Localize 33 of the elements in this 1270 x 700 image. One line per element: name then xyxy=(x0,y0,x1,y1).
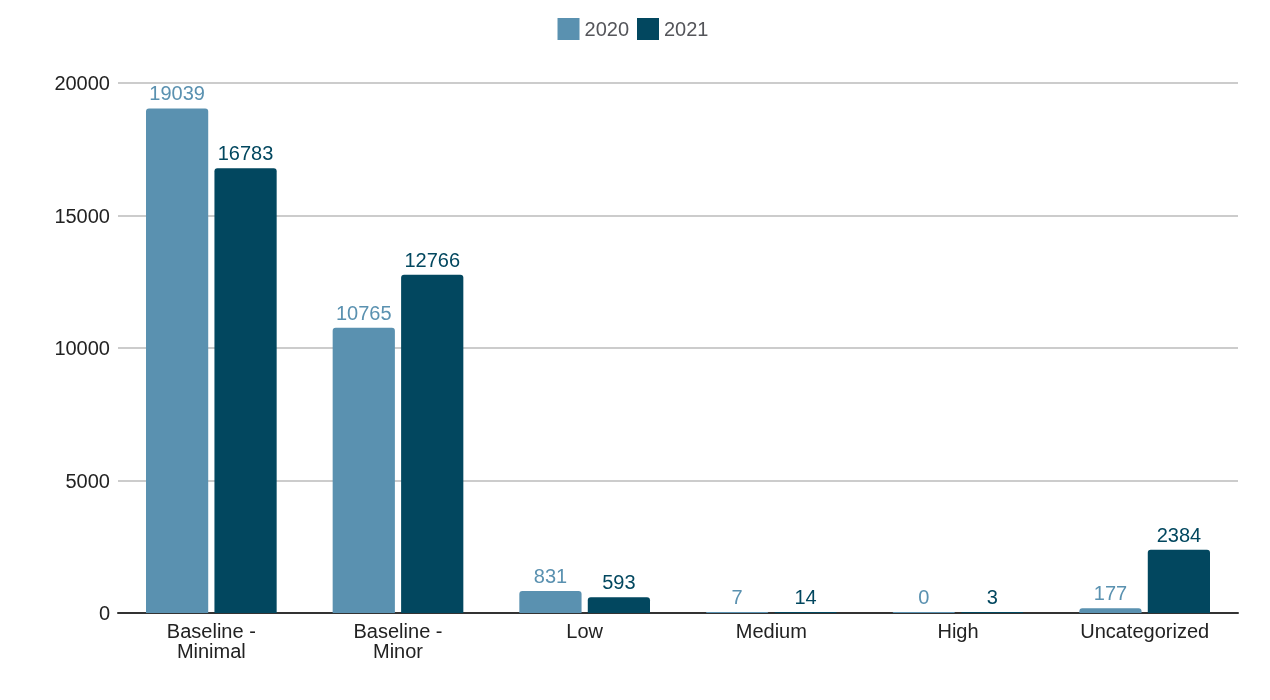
y-tick-label: 10000 xyxy=(54,337,110,359)
data-label: 0 xyxy=(918,586,930,608)
bar xyxy=(1147,549,1210,613)
bar xyxy=(1079,608,1142,613)
data-label: 2384 xyxy=(1156,523,1202,546)
data-label: 593 xyxy=(602,571,636,594)
data-label: 7 xyxy=(731,586,743,608)
legend-label: 2020 xyxy=(584,18,630,40)
x-tick-label: Uncategorized xyxy=(1080,620,1210,642)
x-tick-label: Baseline - Minor xyxy=(353,620,443,662)
y-tick-label: 20000 xyxy=(54,72,110,94)
data-label: 14 xyxy=(794,586,817,608)
bar xyxy=(401,274,464,613)
x-tick-label: High xyxy=(937,620,979,642)
bar xyxy=(214,168,277,613)
y-tick-label: 15000 xyxy=(54,204,110,227)
bar xyxy=(519,590,582,613)
x-tick-label: Low xyxy=(566,620,604,642)
data-label: 16783 xyxy=(217,142,274,165)
bar xyxy=(146,108,209,613)
bar xyxy=(332,327,395,613)
x-tick-label: Medium xyxy=(735,620,807,642)
bar xyxy=(587,597,650,613)
y-tick-label: 0 xyxy=(98,602,110,624)
data-label: 3 xyxy=(986,586,998,608)
x-tick-label: Baseline - Minimal xyxy=(166,620,256,662)
y-tick-label: 5000 xyxy=(65,469,110,492)
data-label: 12766 xyxy=(404,248,461,271)
data-label: 177 xyxy=(1093,582,1128,605)
data-label: 19039 xyxy=(149,82,205,105)
data-label: 831 xyxy=(533,564,568,587)
data-label: 10765 xyxy=(335,301,392,324)
legend-label: 2021 xyxy=(664,18,709,40)
